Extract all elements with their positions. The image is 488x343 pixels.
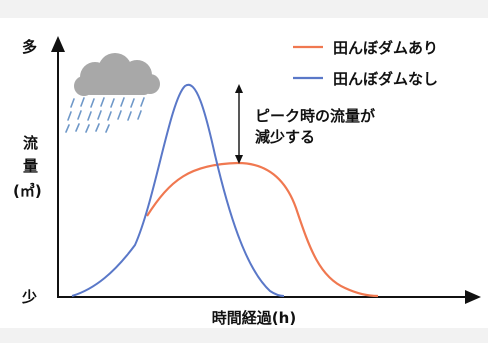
y-axis-top-label: 多 bbox=[22, 38, 37, 56]
annotation-line-2: 減少する bbox=[255, 128, 315, 146]
y-axis-bottom-label: 少 bbox=[21, 288, 37, 306]
rain-cloud-icon bbox=[65, 53, 160, 133]
series-with-dam-line bbox=[146, 161, 379, 298]
y-axis-unit: (㎥) bbox=[13, 182, 42, 200]
y-axis-arrow bbox=[51, 36, 65, 52]
legend-label-without-dam: 田んぼダムなし bbox=[333, 70, 438, 88]
x-axis-arrow bbox=[465, 290, 481, 304]
series-without-dam-line bbox=[71, 83, 285, 297]
x-axis-label: 時間経過(h) bbox=[212, 309, 296, 327]
chart-panel bbox=[0, 18, 488, 328]
y-axis-title-char-2: 量 bbox=[23, 157, 38, 175]
legend: 田んぼダムあり 田んぼダムなし bbox=[293, 39, 438, 88]
peak-difference-arrow bbox=[235, 84, 243, 164]
annotation-line-1: ピーク時の流量が bbox=[255, 107, 376, 125]
axes bbox=[51, 36, 481, 304]
y-axis-title-char-1: 流 bbox=[23, 134, 38, 152]
legend-label-with-dam: 田んぼダムあり bbox=[333, 39, 438, 57]
